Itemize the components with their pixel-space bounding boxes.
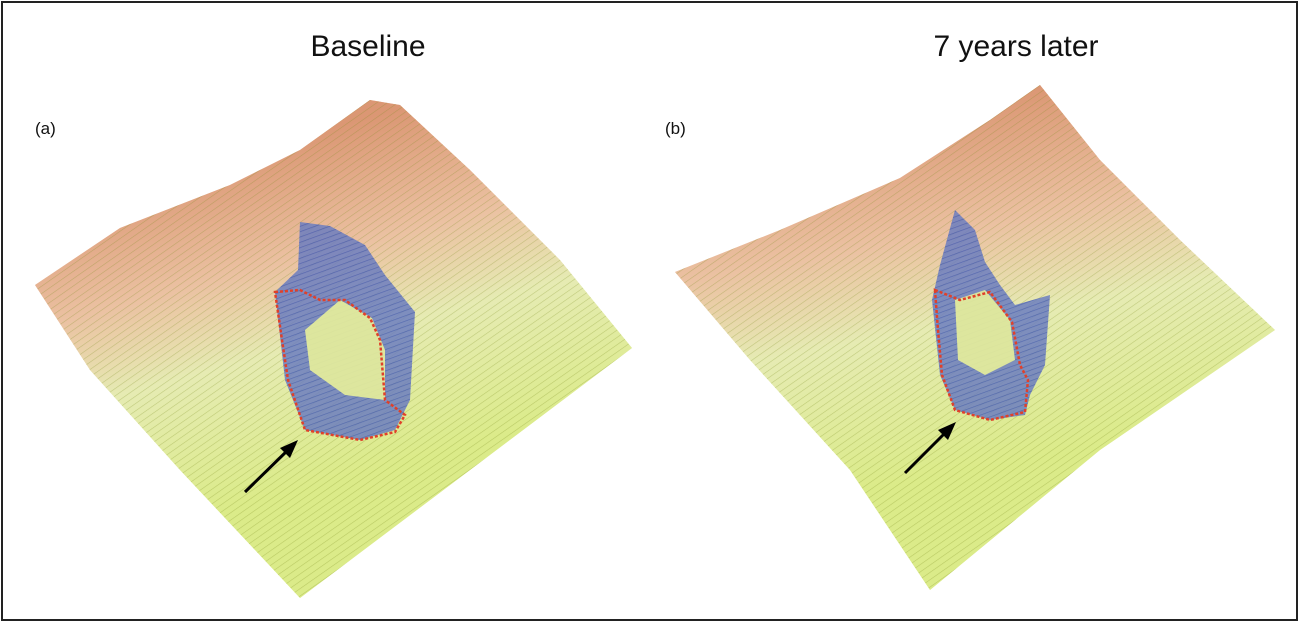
panel-a: Baseline (a)	[35, 30, 632, 598]
panel-title: Baseline	[310, 30, 425, 63]
panel-label: (a)	[35, 119, 56, 138]
figure: Baseline (a) 7 years later (b)	[0, 0, 1299, 622]
panel-label: (b)	[665, 119, 686, 138]
page: Baseline (a) 7 years later (b) (() => { …	[0, 0, 1299, 622]
panel-b: 7 years later (b)	[665, 30, 1275, 590]
panel-title: 7 years later	[933, 30, 1098, 63]
